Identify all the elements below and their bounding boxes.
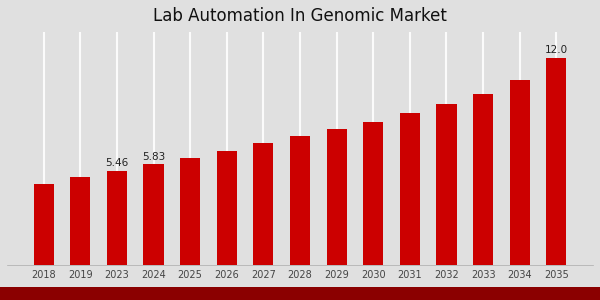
Bar <box>473 94 493 265</box>
Text: 12.0: 12.0 <box>545 45 568 55</box>
Bar <box>217 151 237 265</box>
Text: 5.83: 5.83 <box>142 152 165 162</box>
Bar <box>400 113 420 265</box>
Bar <box>363 122 383 265</box>
Bar <box>107 171 127 265</box>
Bar <box>34 184 54 265</box>
Bar <box>180 158 200 265</box>
Bar <box>70 177 91 265</box>
Text: 5.46: 5.46 <box>105 158 128 168</box>
Bar <box>253 143 274 265</box>
Title: Lab Automation In Genomic Market: Lab Automation In Genomic Market <box>153 7 447 25</box>
Bar <box>436 104 457 265</box>
Bar <box>326 129 347 265</box>
Bar <box>546 58 566 265</box>
Bar <box>509 80 530 265</box>
Bar <box>143 164 164 265</box>
Bar <box>290 136 310 265</box>
